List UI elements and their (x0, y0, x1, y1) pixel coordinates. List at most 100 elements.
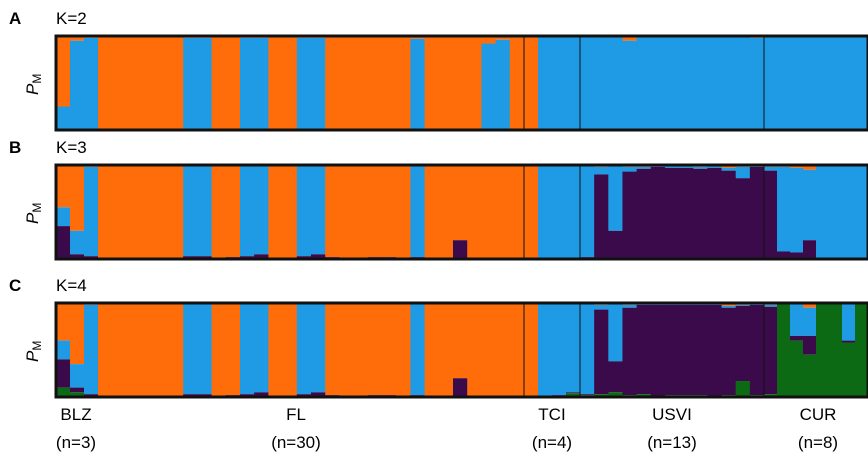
bar-segment (594, 304, 609, 310)
bar-segment (735, 166, 751, 179)
bar-segment (410, 303, 425, 396)
bar-segment (566, 36, 581, 130)
y-axis-symbol: P (23, 83, 42, 95)
bar-segment (721, 170, 737, 259)
population-label: FL (286, 405, 306, 424)
bar-segment (453, 165, 468, 241)
bar-segment (735, 178, 751, 259)
bar-segment (296, 37, 312, 130)
bar-segment (410, 165, 425, 258)
bar-segment (56, 387, 71, 397)
bar-segment (749, 304, 765, 396)
bar-segment (650, 166, 666, 259)
bar-segment (70, 392, 85, 397)
bar-segment (268, 303, 283, 397)
bar-segment (467, 36, 482, 130)
bar-segment (721, 305, 737, 308)
bar-segment (803, 240, 817, 259)
bar-segment (636, 304, 652, 395)
bar-segment (311, 165, 326, 255)
population-sample-size: (n=13) (647, 433, 697, 452)
bar-segment (622, 304, 638, 308)
bar-segment (636, 166, 652, 169)
bar-segment (777, 166, 791, 252)
bar-segment (693, 36, 708, 130)
bar-segment (453, 36, 468, 130)
bar-segment (707, 304, 722, 397)
bar-segment (254, 254, 269, 259)
bar-segment (225, 303, 241, 396)
population-sample-size: (n=30) (271, 433, 321, 452)
population-sample-size: (n=8) (798, 433, 838, 452)
bar-segment (608, 361, 623, 393)
bar-segment (453, 303, 468, 379)
bar-segment (424, 165, 440, 259)
bar-segment (816, 36, 830, 130)
bar-segment (764, 166, 778, 171)
bar-segment (225, 165, 241, 258)
bar-segment (296, 165, 312, 257)
bar-segment (842, 342, 856, 397)
bar-segment (636, 36, 652, 130)
bar-segment (855, 165, 868, 259)
panel-frame (54, 163, 868, 261)
bar-segment (495, 165, 511, 259)
bar-segment (211, 165, 227, 259)
bar-segment (70, 303, 85, 365)
bar-segment (594, 309, 609, 395)
bar-segment (70, 387, 85, 393)
bar-segment (855, 36, 868, 130)
bar-segment (84, 304, 99, 395)
bar-segment (396, 36, 411, 130)
y-axis-subscript: M (30, 341, 44, 351)
bar-segment (552, 36, 567, 130)
bar-segment (803, 307, 817, 336)
bar-segment (282, 36, 298, 130)
bar-segment (608, 36, 623, 130)
bar-segment (524, 36, 539, 130)
bar-segment (790, 303, 804, 336)
bar-segment (580, 165, 595, 258)
bar-segment (396, 165, 411, 259)
bar-segment (803, 169, 817, 241)
y-axis-label: PM (23, 341, 44, 362)
bar-segment (777, 251, 791, 259)
bar-segment (112, 36, 127, 130)
bar-segment (749, 37, 765, 130)
bar-segment (842, 36, 856, 130)
bar-segment (211, 303, 227, 397)
bar-segment (438, 36, 454, 130)
bar-segment (495, 303, 511, 397)
bar-segment (735, 304, 751, 306)
bar-segment (367, 36, 383, 130)
bar-segment (495, 36, 511, 40)
bar-segment (197, 37, 212, 130)
bar-segment (650, 304, 666, 397)
bar-segment (325, 36, 340, 130)
bar-segment (353, 303, 369, 397)
bar-segment (538, 36, 553, 130)
panel-frame (54, 301, 868, 399)
bar-segment (495, 39, 511, 131)
bar-segment (311, 37, 326, 130)
bar-segment (622, 307, 638, 396)
bar-segment (453, 378, 468, 397)
bar-segment (183, 303, 198, 395)
bar-segment (679, 165, 694, 168)
bar-segment (764, 170, 778, 259)
bar-segment (140, 165, 156, 259)
bar-segment (721, 307, 737, 396)
bar-segment (311, 303, 326, 393)
bar-segment (829, 303, 843, 397)
bar-segment (693, 166, 708, 169)
bar-segment (98, 303, 113, 397)
bar-segment (70, 254, 85, 259)
bar-segment (84, 394, 99, 397)
bar-segment (594, 166, 609, 175)
bar-segment (254, 303, 269, 393)
bar-segment (509, 36, 525, 130)
bar-segment (56, 340, 71, 360)
bar-segment (98, 36, 113, 130)
panel-letter: A (9, 9, 21, 28)
bar-segment (803, 36, 817, 130)
